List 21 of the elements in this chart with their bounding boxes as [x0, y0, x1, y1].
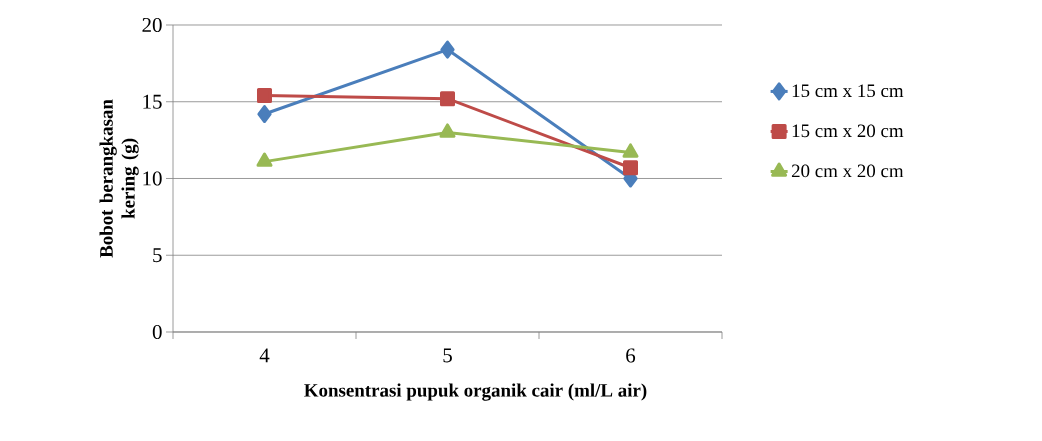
point [257, 105, 272, 124]
point [440, 40, 455, 59]
y-tick-label: 0 [152, 324, 162, 340]
point [622, 143, 639, 158]
y-tick-label: 15 [143, 94, 162, 109]
x-tick-label: 4 [259, 348, 270, 363]
point [257, 88, 272, 104]
x-tick-label: 5 [443, 348, 452, 363]
legend-label: 20 cm x 20 cm [791, 164, 904, 178]
y-tick-label: 20 [142, 17, 162, 33]
y-axis-title: Bobot berangkasan kering (g) [99, 99, 139, 258]
point [439, 123, 456, 138]
y-tick-label: 5 [153, 248, 162, 263]
legend-label: 15 cm x 15 cm [792, 84, 904, 98]
x-axis-title: Konsentrasi pupuk organik cair (ml/L air) [304, 383, 647, 401]
point [623, 160, 638, 176]
point [256, 152, 273, 167]
x-tick-label: 6 [626, 348, 636, 363]
legend-label: 15 cm x 20 cm [792, 124, 904, 138]
point [440, 91, 455, 107]
y-tick-label: 10 [143, 171, 162, 186]
